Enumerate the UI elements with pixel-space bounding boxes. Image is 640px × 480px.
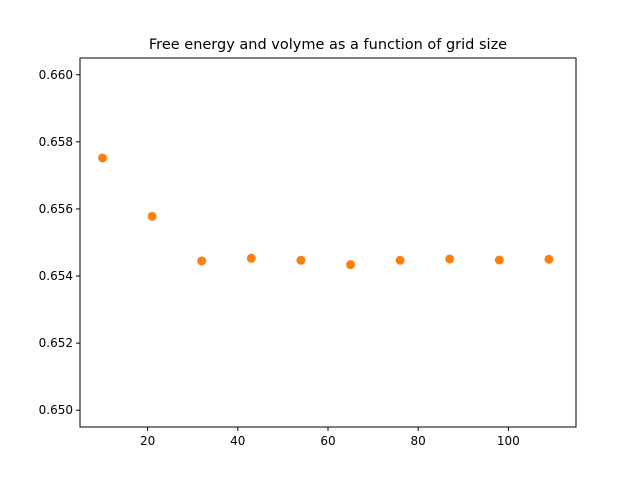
y-tick-label: 0.650 — [39, 403, 73, 417]
y-tick-label: 0.656 — [39, 202, 73, 216]
y-tick-label: 0.658 — [39, 135, 73, 149]
y-axis: 0.650 0.652 0.654 0.656 0.658 0.660 — [39, 68, 80, 417]
x-tick-label: 40 — [230, 434, 245, 448]
data-point — [445, 254, 455, 264]
data-point — [296, 255, 306, 265]
plot-frame — [79, 57, 577, 428]
x-axis: 20 40 60 80 100 — [140, 427, 520, 448]
data-point — [147, 211, 157, 221]
data-point — [246, 253, 256, 263]
y-tick-label: 0.654 — [39, 269, 73, 283]
data-point — [197, 256, 207, 266]
y-tick-label: 0.652 — [39, 336, 73, 350]
x-tick-label: 60 — [320, 434, 335, 448]
y-tick-label: 0.660 — [39, 68, 73, 82]
x-tick-label: 100 — [497, 434, 520, 448]
x-tick-label: 80 — [411, 434, 426, 448]
data-point — [494, 255, 504, 265]
data-point — [544, 254, 554, 264]
data-point — [395, 255, 405, 265]
data-points — [98, 153, 554, 270]
data-point — [346, 260, 356, 270]
chart-title: Free energy and volyme as a function of … — [149, 37, 507, 53]
data-point — [98, 153, 108, 163]
x-tick-label: 20 — [140, 434, 155, 448]
